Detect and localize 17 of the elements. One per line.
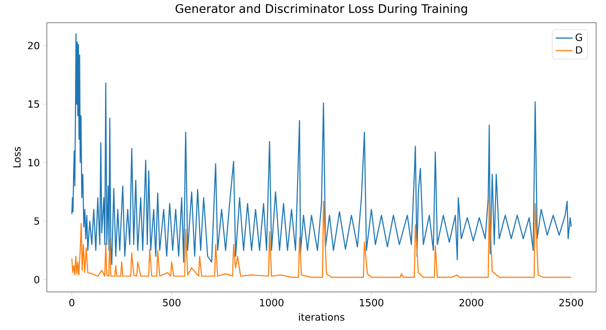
chart-title: Generator and Discriminator Loss During Training bbox=[176, 4, 467, 16]
y-axis-title: Loss bbox=[13, 147, 21, 168]
y-tick-label: 5 bbox=[34, 218, 40, 226]
x-tick-label: 0 bbox=[69, 299, 74, 307]
legend-label: G bbox=[576, 34, 582, 42]
x-tick-label: 1000 bbox=[260, 299, 284, 307]
y-tick-label: 0 bbox=[34, 276, 40, 284]
x-tick-label: 500 bbox=[163, 299, 180, 307]
x-axis-title: iterations bbox=[299, 313, 344, 321]
legend-label: D bbox=[576, 46, 582, 54]
x-tick-label: 2500 bbox=[559, 299, 584, 307]
x-tick-label: 2000 bbox=[459, 299, 484, 307]
line-series bbox=[71, 34, 572, 266]
y-tick-label: 15 bbox=[28, 100, 40, 108]
x-tick-label: 1500 bbox=[360, 299, 384, 307]
y-tick-label: 20 bbox=[28, 42, 40, 50]
y-tick-label: 10 bbox=[28, 159, 40, 167]
